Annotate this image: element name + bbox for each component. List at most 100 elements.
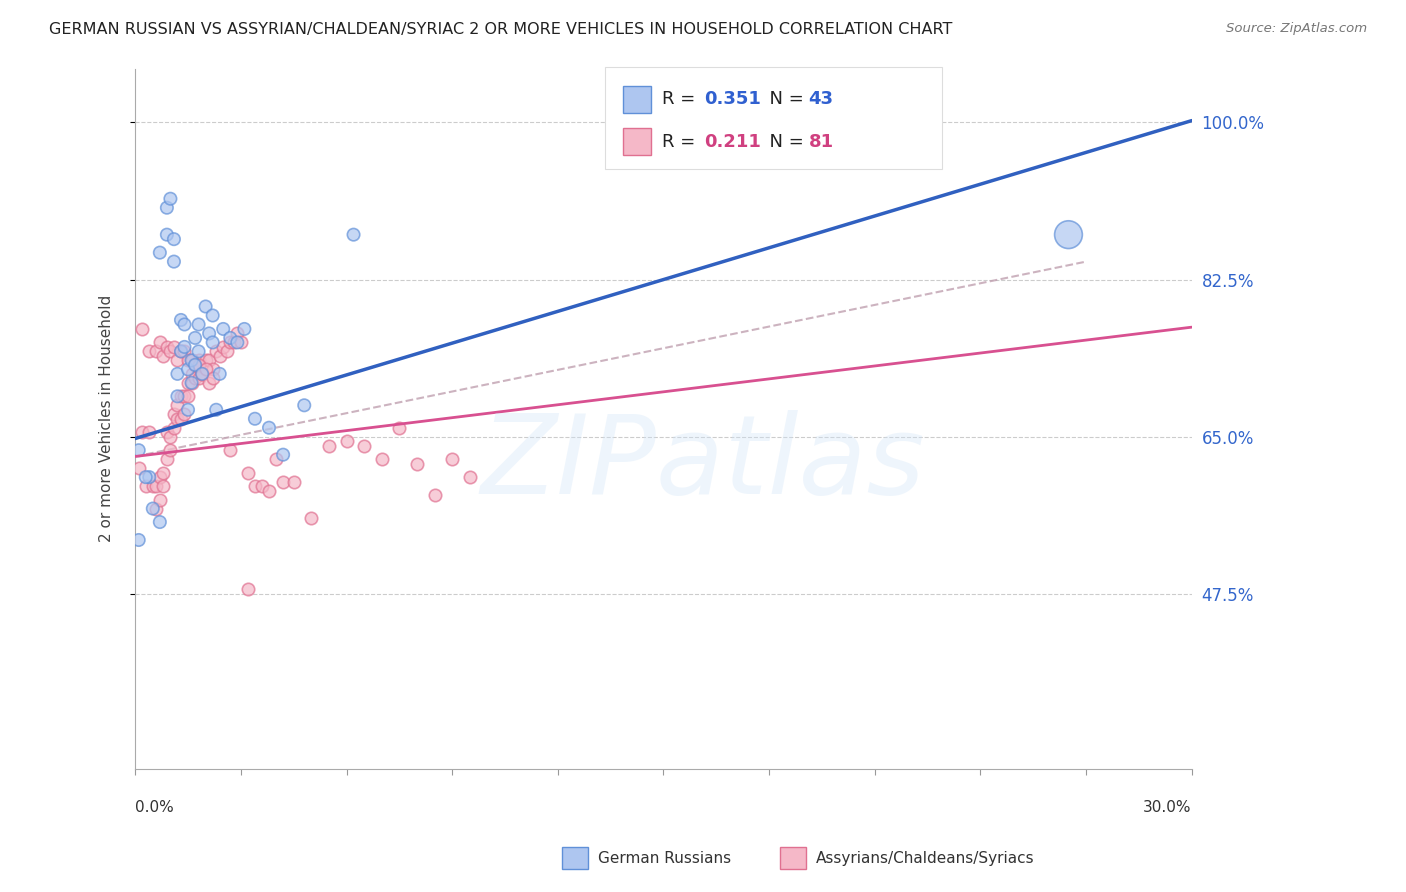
Point xyxy=(163,407,186,421)
Point xyxy=(201,371,224,385)
Point xyxy=(166,389,188,403)
Point xyxy=(173,389,195,403)
Point xyxy=(163,340,186,354)
Point xyxy=(149,335,172,350)
Point xyxy=(194,353,217,368)
Point xyxy=(156,452,179,467)
Point xyxy=(152,349,174,363)
Point xyxy=(222,335,245,350)
Point xyxy=(201,309,224,323)
Point xyxy=(184,371,207,385)
Point xyxy=(163,232,186,246)
Point xyxy=(145,344,167,359)
Point xyxy=(177,376,200,390)
Point xyxy=(156,425,179,440)
Point xyxy=(135,470,157,484)
Point xyxy=(159,443,181,458)
Point xyxy=(201,335,224,350)
Point xyxy=(145,501,167,516)
Point xyxy=(184,358,207,372)
Point xyxy=(180,376,202,390)
Point xyxy=(198,353,221,368)
Point xyxy=(198,376,221,390)
Point xyxy=(250,479,273,493)
Point xyxy=(163,421,186,435)
Point xyxy=(423,488,446,502)
Point xyxy=(166,353,188,368)
Point xyxy=(219,335,242,350)
Point xyxy=(233,322,256,336)
Point xyxy=(170,411,193,425)
Point xyxy=(142,501,165,516)
Point xyxy=(299,510,322,524)
Text: N =: N = xyxy=(758,133,810,151)
Point xyxy=(128,443,150,458)
Point xyxy=(138,470,160,484)
Point xyxy=(226,335,249,350)
Text: GERMAN RUSSIAN VS ASSYRIAN/CHALDEAN/SYRIAC 2 OR MORE VEHICLES IN HOUSEHOLD CORRE: GERMAN RUSSIAN VS ASSYRIAN/CHALDEAN/SYRI… xyxy=(49,22,953,37)
Point xyxy=(166,411,188,425)
Point xyxy=(135,479,157,493)
Point xyxy=(194,362,217,376)
Point xyxy=(191,367,214,381)
Point xyxy=(257,483,280,498)
Point xyxy=(342,227,364,242)
Text: N =: N = xyxy=(758,90,810,109)
Point xyxy=(138,344,160,359)
Point xyxy=(142,479,165,493)
Point xyxy=(149,492,172,507)
Point xyxy=(271,475,294,489)
Point xyxy=(219,443,242,458)
Point xyxy=(212,322,235,336)
Text: 0.351: 0.351 xyxy=(704,90,761,109)
Text: ZIPatlas: ZIPatlas xyxy=(481,410,925,517)
Text: 0.0%: 0.0% xyxy=(135,799,174,814)
Text: R =: R = xyxy=(662,90,702,109)
Point xyxy=(191,367,214,381)
Point xyxy=(184,358,207,372)
Text: 0.211: 0.211 xyxy=(704,133,761,151)
Point xyxy=(205,344,228,359)
Point xyxy=(194,300,217,314)
Point xyxy=(212,340,235,354)
Text: Source: ZipAtlas.com: Source: ZipAtlas.com xyxy=(1226,22,1367,36)
Point xyxy=(406,457,429,471)
Point xyxy=(163,254,186,268)
Point xyxy=(156,201,179,215)
Point xyxy=(264,452,287,467)
Point xyxy=(335,434,357,449)
Point xyxy=(243,479,266,493)
Point xyxy=(236,582,259,597)
Point xyxy=(149,245,172,260)
Point xyxy=(128,533,150,547)
Point xyxy=(191,367,214,381)
Point xyxy=(166,398,188,412)
Point xyxy=(180,367,202,381)
Y-axis label: 2 or more Vehicles in Household: 2 or more Vehicles in Household xyxy=(100,295,114,542)
Point xyxy=(198,326,221,341)
Point xyxy=(131,425,153,440)
Point xyxy=(353,439,375,453)
Point xyxy=(180,353,202,368)
Point xyxy=(166,367,188,381)
Point xyxy=(226,326,249,341)
Point xyxy=(229,335,252,350)
Point xyxy=(145,479,167,493)
Point xyxy=(187,358,209,372)
Text: 43: 43 xyxy=(808,90,834,109)
Point xyxy=(458,470,481,484)
Point xyxy=(159,430,181,444)
Point xyxy=(236,466,259,480)
Text: German Russians: German Russians xyxy=(598,851,731,865)
Text: Assyrians/Chaldeans/Syriacs: Assyrians/Chaldeans/Syriacs xyxy=(815,851,1033,865)
Point xyxy=(152,466,174,480)
Point xyxy=(170,344,193,359)
Point xyxy=(187,318,209,332)
Point xyxy=(170,389,193,403)
Point xyxy=(1057,227,1080,242)
Point xyxy=(170,313,193,327)
Point xyxy=(219,331,242,345)
Point xyxy=(201,362,224,376)
Point xyxy=(184,358,207,372)
Point xyxy=(205,402,228,417)
